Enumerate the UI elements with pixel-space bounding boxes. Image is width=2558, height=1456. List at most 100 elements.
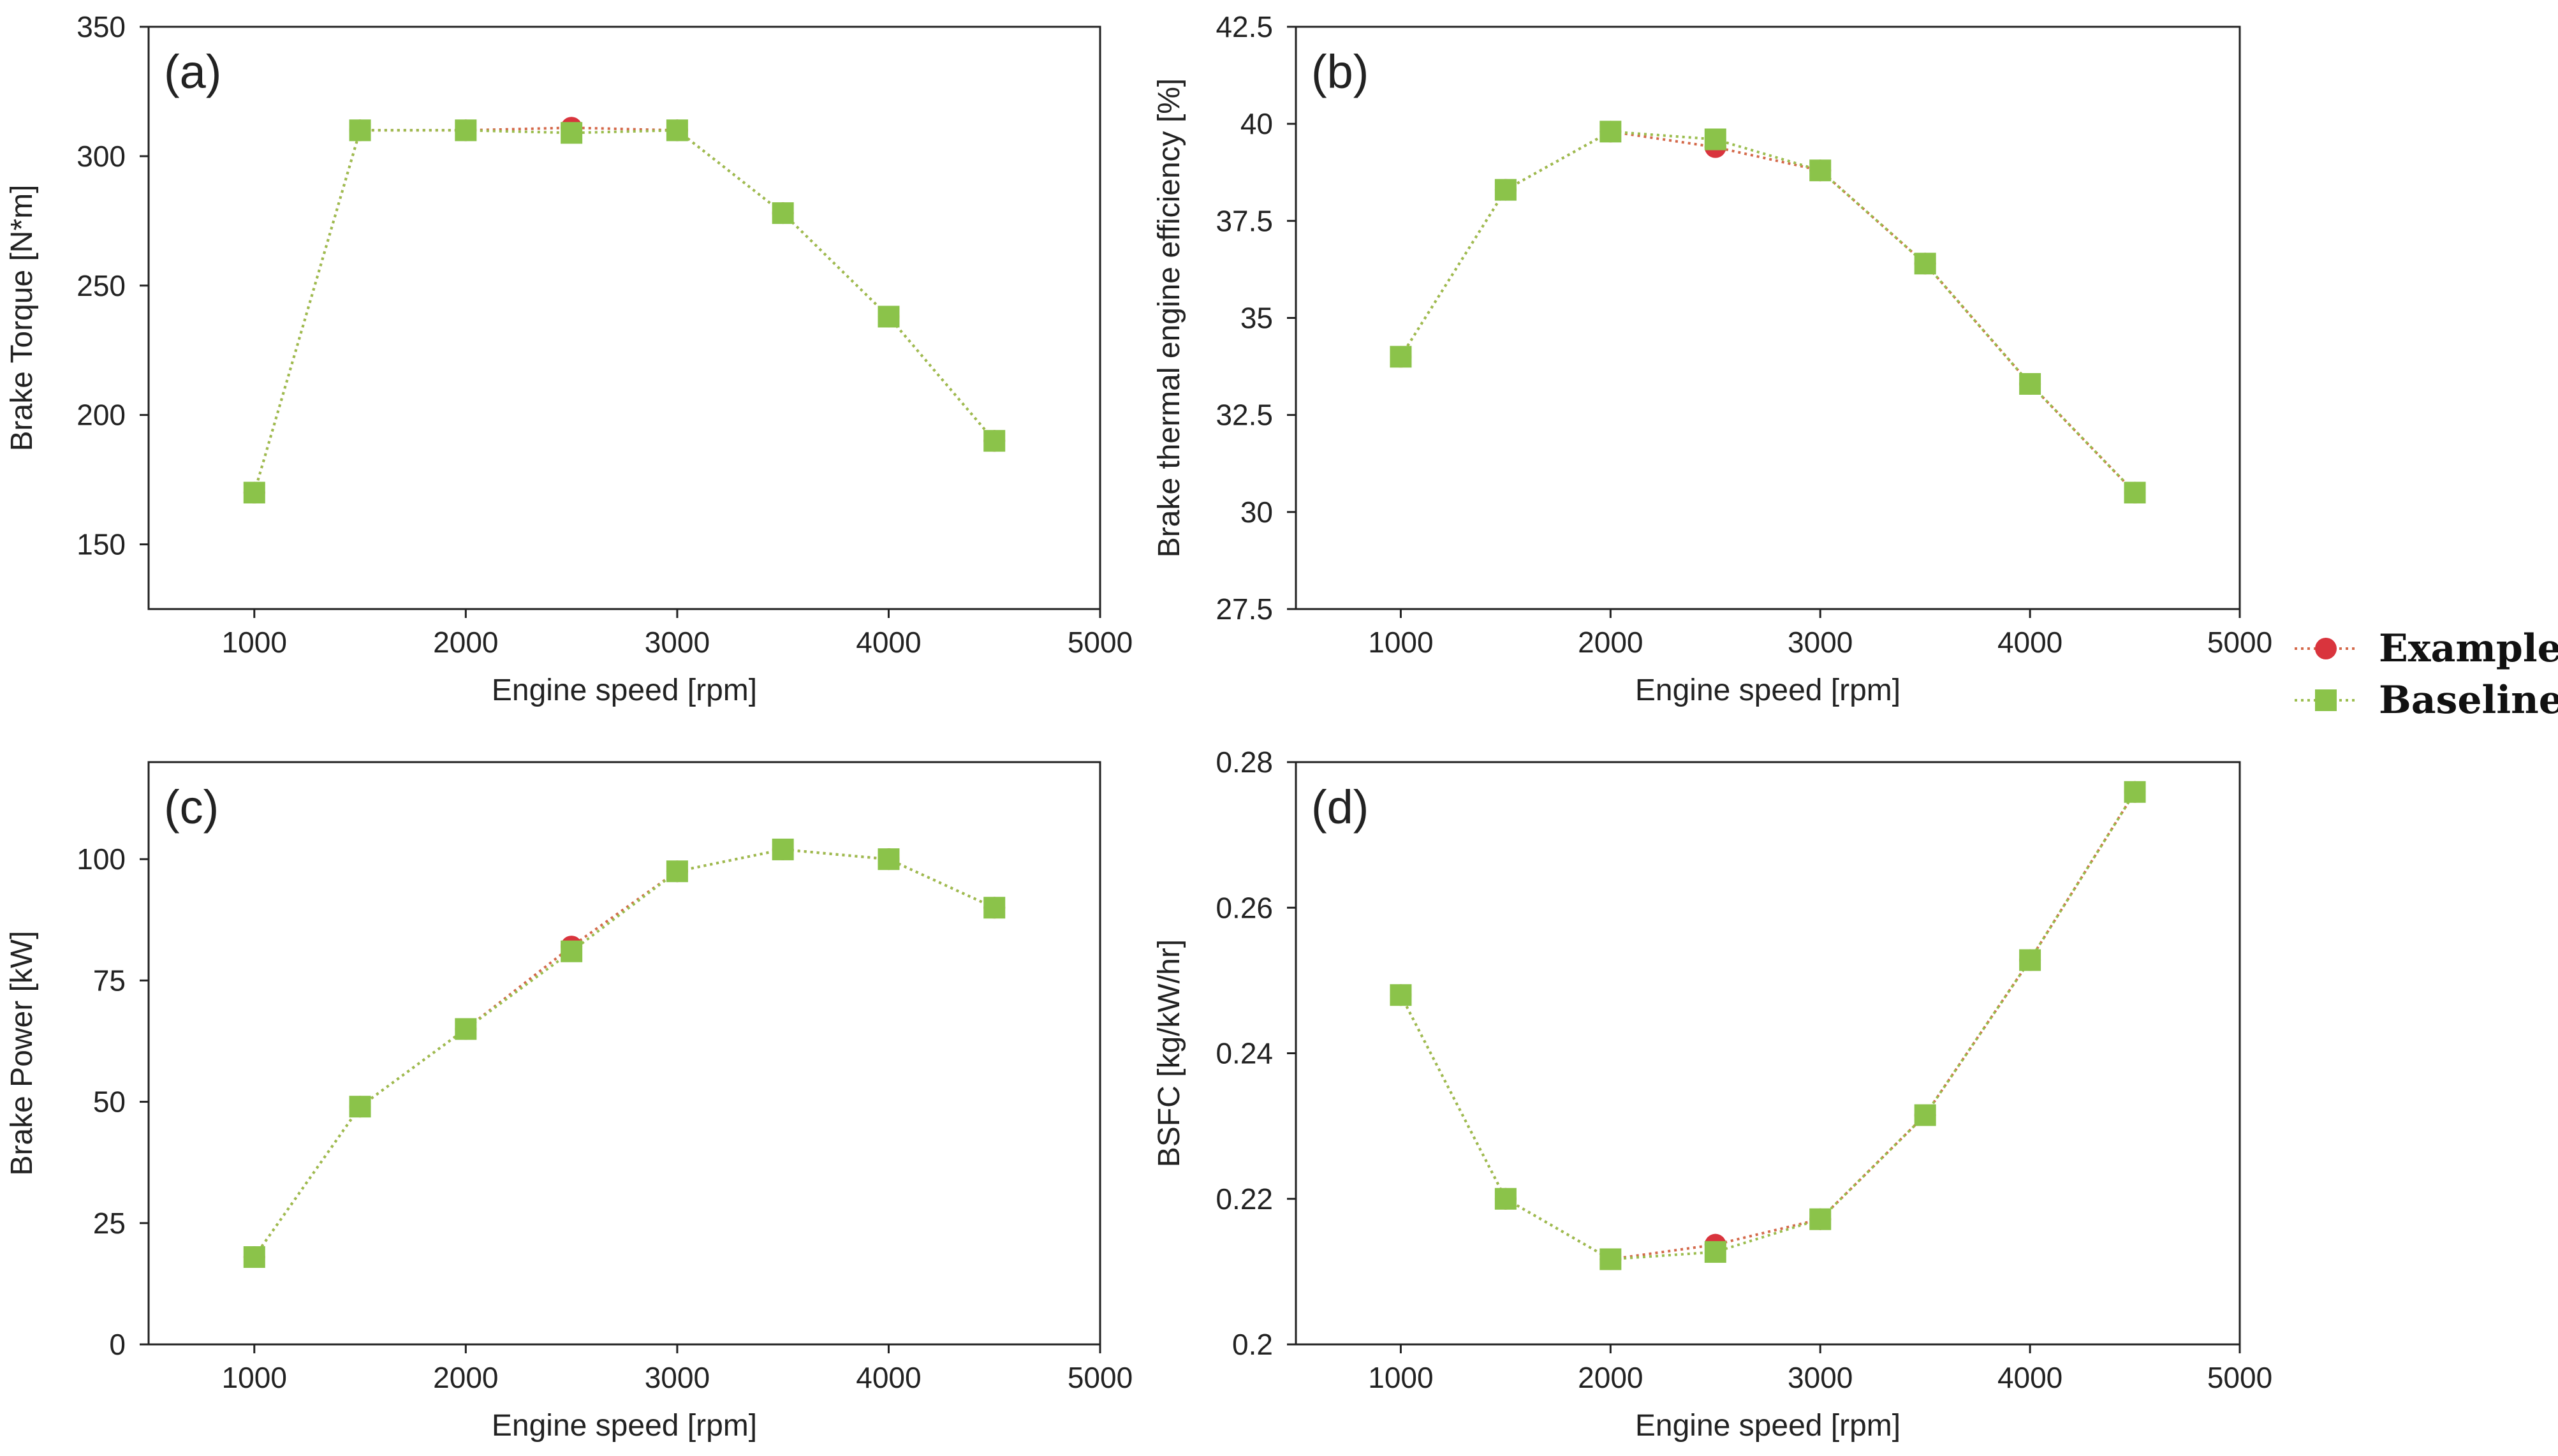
series-line-baseline <box>253 848 996 1258</box>
baseline-point <box>2124 482 2146 504</box>
x-tick-label: 5000 <box>2207 1361 2272 1394</box>
panel-label: (a) <box>164 45 221 98</box>
series-line-baseline <box>253 129 996 493</box>
baseline-point <box>983 897 1006 919</box>
y-tick-label: 100 <box>77 842 126 876</box>
y-axis-label: Brake thermal engine efficiency [%] <box>1152 78 1186 558</box>
x-tick-label: 2000 <box>433 1361 498 1394</box>
plot-frame <box>147 26 1101 610</box>
y-tick-label: 50 <box>93 1085 126 1119</box>
x-tick-label: 5000 <box>1068 626 1133 659</box>
panel-label: (b) <box>1311 45 1369 98</box>
y-tick-label: 0.22 <box>1216 1182 1273 1216</box>
chart-panel-4: 1000 2000 3000 4000 5000 0.2 0.22 0.24 0.26 0.28 E… <box>1152 746 2272 1443</box>
x-tick-label: 5000 <box>2207 626 2272 659</box>
baseline-point <box>772 838 794 860</box>
baseline-point <box>1914 253 1936 275</box>
baseline-point <box>2124 781 2146 803</box>
baseline-point <box>455 119 477 142</box>
baseline-point <box>1390 346 1412 368</box>
y-tick-label: 0.2 <box>1232 1328 1273 1361</box>
baseline-point <box>878 305 900 328</box>
baseline-point <box>1390 984 1412 1006</box>
series-line-baseline <box>1399 791 2136 1261</box>
x-tick-label: 4000 <box>856 626 921 659</box>
y-tick-label: 300 <box>77 140 126 173</box>
y-tick-label: 30 <box>1240 496 1273 529</box>
chart-panel-3: 1000 2000 3000 4000 5000 0 25 50 75 100 Engine spe… <box>5 761 1133 1443</box>
baseline-point <box>349 1096 371 1118</box>
x-tick-label: 1000 <box>222 1361 287 1394</box>
baseline-point <box>666 860 688 883</box>
baseline-point <box>1494 1188 1517 1210</box>
baseline-point <box>1809 159 1832 182</box>
x-tick-label: 4000 <box>1997 1361 2062 1394</box>
y-tick-label: 150 <box>77 528 126 561</box>
baseline-point <box>561 940 583 962</box>
baseline-point <box>1599 121 1622 143</box>
baseline-point <box>1494 179 1517 201</box>
baseline-point <box>2019 949 2041 971</box>
series-line-baseline <box>1399 130 2136 494</box>
baseline-point <box>1809 1208 1832 1230</box>
legend: Example Baseline <box>2295 626 2558 723</box>
chart-panels: 1000 2000 3000 4000 5000 150 200 250 300 350 Engin… <box>5 10 2272 1443</box>
chart-panel-1: 1000 2000 3000 4000 5000 150 200 250 300 350 Engin… <box>5 10 1133 707</box>
y-tick-label: 250 <box>77 269 126 302</box>
baseline-point <box>1599 1248 1622 1270</box>
x-tick-label: 3000 <box>645 1361 710 1394</box>
y-tick-label: 200 <box>77 399 126 432</box>
panel-label: (c) <box>164 781 219 834</box>
x-tick-label: 1000 <box>222 626 287 659</box>
x-tick-label: 5000 <box>1068 1361 1133 1394</box>
baseline-point <box>455 1018 477 1040</box>
y-tick-label: 35 <box>1240 302 1273 335</box>
y-axis-label: Brake Power [kW] <box>5 930 39 1175</box>
y-axis-label: Brake Torque [N*m] <box>5 185 39 452</box>
baseline-point <box>983 430 1006 452</box>
series-line-example <box>253 848 996 1258</box>
baseline-point <box>1704 1241 1726 1263</box>
baseline-point <box>666 119 688 142</box>
x-tick-label: 2000 <box>1578 626 1643 659</box>
plot-frame <box>147 761 1101 1346</box>
panel-label: (d) <box>1311 781 1369 834</box>
legend-example-marker <box>2315 638 2337 659</box>
y-axis-label: BSFC [kg/kW/hr] <box>1152 939 1186 1167</box>
baseline-point <box>349 119 371 142</box>
baseline-point <box>2019 372 2041 395</box>
y-tick-label: 0.28 <box>1216 746 1273 779</box>
baseline-point <box>243 482 265 504</box>
x-tick-label: 2000 <box>433 626 498 659</box>
baseline-point <box>878 848 900 871</box>
baseline-point <box>243 1246 265 1268</box>
y-tick-label: 32.5 <box>1216 399 1273 432</box>
y-tick-label: 25 <box>93 1207 126 1240</box>
x-tick-label: 4000 <box>1997 626 2062 659</box>
legend-example-label: Example <box>2379 626 2558 671</box>
y-tick-label: 42.5 <box>1216 10 1273 43</box>
legend-baseline-label: Baseline <box>2379 678 2558 723</box>
y-tick-label: 37.5 <box>1216 204 1273 237</box>
y-tick-label: 0.26 <box>1216 891 1273 924</box>
x-tick-label: 3000 <box>645 626 710 659</box>
y-tick-label: 75 <box>93 964 126 997</box>
x-tick-label: 3000 <box>1788 626 1853 659</box>
y-tick-label: 0.24 <box>1216 1037 1273 1070</box>
y-tick-label: 350 <box>77 10 126 43</box>
x-tick-label: 2000 <box>1578 1361 1643 1394</box>
x-tick-label: 1000 <box>1368 1361 1433 1394</box>
plot-frame <box>1295 26 2241 610</box>
baseline-point <box>1914 1104 1936 1126</box>
y-tick-label: 27.5 <box>1216 592 1273 626</box>
legend-baseline-marker <box>2315 689 2337 711</box>
baseline-point <box>1704 128 1726 151</box>
x-axis-label: Engine speed [rpm] <box>1635 1409 1900 1443</box>
x-tick-label: 1000 <box>1368 626 1433 659</box>
baseline-point <box>561 122 583 144</box>
chart-panel-2: 1000 2000 3000 4000 5000 27.5 30 32.5 35 37.5 40 42… <box>1152 10 2272 707</box>
y-tick-label: 40 <box>1240 107 1273 140</box>
x-tick-label: 4000 <box>856 1361 921 1394</box>
x-axis-label: Engine speed [rpm] <box>1635 673 1900 707</box>
